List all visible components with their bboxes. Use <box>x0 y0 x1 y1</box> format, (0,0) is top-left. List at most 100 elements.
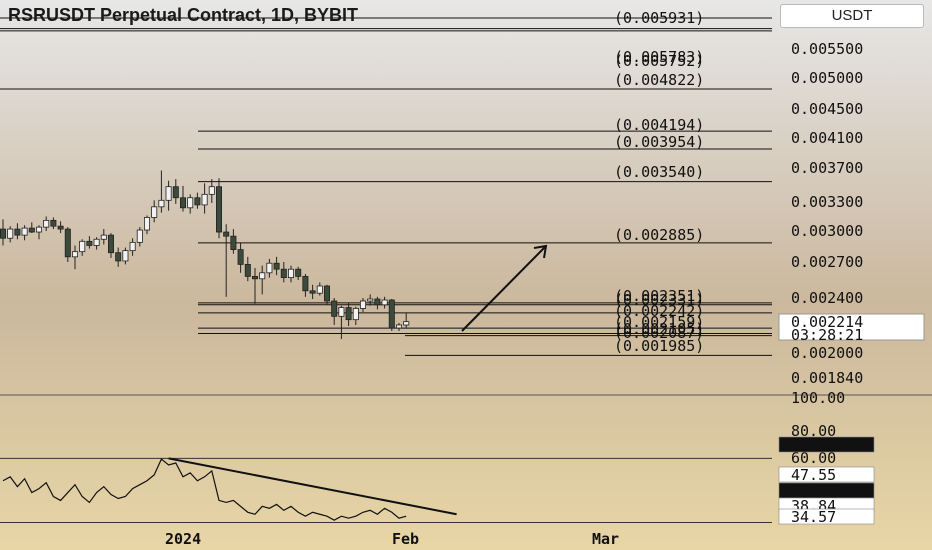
candle-body <box>338 307 345 317</box>
candle <box>345 303 352 326</box>
candle-body <box>28 227 35 233</box>
price-tick-label: 0.003700 <box>791 159 863 177</box>
level-label: (0.005931) <box>614 9 704 27</box>
price-axis: 0.005500 0.005000 0.004500 0.004100 0.003700… <box>165 40 925 548</box>
candle-body <box>158 199 165 208</box>
price-tick-label: 0.002000 <box>791 344 863 362</box>
candle <box>86 236 93 249</box>
candle <box>57 221 64 234</box>
candle <box>100 229 107 245</box>
candle <box>208 179 215 203</box>
candle <box>331 298 338 325</box>
candle-body <box>0 228 6 239</box>
price-tick-label: 0.001840 <box>791 369 863 387</box>
candle-body <box>388 299 395 329</box>
candle <box>302 274 309 297</box>
candle <box>403 313 410 328</box>
candle <box>287 265 294 283</box>
level-label: (0.002105) <box>614 320 704 338</box>
price-tick-label: 0.005500 <box>791 40 863 58</box>
candle <box>374 296 381 310</box>
candle <box>108 233 115 258</box>
candle-body <box>302 275 309 292</box>
candle-body <box>273 262 280 270</box>
candle-body <box>64 228 71 258</box>
candle-body <box>352 308 359 321</box>
candle-body <box>187 197 194 209</box>
candle-body <box>230 235 237 251</box>
candle <box>79 239 86 256</box>
candle <box>367 294 374 306</box>
osc-value-tag: 69.37 <box>778 436 875 454</box>
osc-value-tag: 34.57 <box>778 508 875 526</box>
candle-body <box>331 300 338 317</box>
last-price-label: 0.002214 <box>791 313 863 331</box>
candle <box>266 258 273 278</box>
candle-body <box>165 186 172 201</box>
level-label: (0.001985) <box>614 337 704 355</box>
candle <box>244 256 251 282</box>
candle-body <box>115 252 122 262</box>
candle <box>352 306 359 325</box>
price-tick-label: 0.003000 <box>791 222 863 240</box>
candle <box>0 219 6 246</box>
candle-body <box>395 324 402 329</box>
candle <box>28 222 35 234</box>
osc-tag-label: 34.57 <box>791 508 836 526</box>
osc-value-tag: 47.55 <box>778 466 875 484</box>
candle-body <box>403 321 410 326</box>
countdown-label: 03:28:21 <box>791 326 863 344</box>
candle-body <box>151 206 158 218</box>
candle <box>122 247 129 265</box>
candle <box>395 323 402 331</box>
candle <box>359 298 366 313</box>
price-tick-label: 0.005000 <box>791 69 863 87</box>
level-label: (0.002351) <box>614 287 704 305</box>
osc-tick-label: 80.00 <box>791 422 836 440</box>
candle-body <box>374 298 381 306</box>
candle <box>179 185 186 212</box>
candle-body <box>194 197 201 206</box>
price-tick-label: 0.002700 <box>791 253 863 271</box>
candle-body <box>244 263 251 277</box>
candle-body <box>201 193 208 206</box>
candle-body <box>223 231 230 237</box>
candle-body <box>381 299 388 306</box>
candle <box>50 217 57 230</box>
candle-body <box>7 228 14 239</box>
osc-tag-label: 69.37 <box>791 436 836 454</box>
level-label: (0.003954) <box>614 133 704 151</box>
candle <box>64 227 71 262</box>
osc-value-tag: 39.30 <box>778 482 875 500</box>
time-tick-label: Mar <box>592 530 619 548</box>
candle-body <box>345 307 352 321</box>
candle-body <box>316 285 323 294</box>
candle <box>316 282 323 296</box>
level-label: (0.002087) <box>614 324 704 342</box>
candle-body <box>259 272 266 280</box>
candle-body <box>280 268 287 279</box>
last-price-box <box>778 313 925 341</box>
level-label: (0.003540) <box>614 163 704 181</box>
level-label: (0.002885) <box>614 226 704 244</box>
candle-body <box>287 268 294 279</box>
candle-body <box>251 275 258 280</box>
candle-body <box>43 219 50 228</box>
horizontal-levels: (0.005931) (0.005783)(0.005752)(0.004822)… <box>0 9 772 356</box>
candle <box>36 225 43 240</box>
candle <box>14 223 21 240</box>
candle <box>129 238 136 256</box>
candle-body <box>36 226 43 233</box>
candle-body <box>129 241 136 252</box>
osc-tick-label: 100.00 <box>791 389 845 407</box>
osc-trendline <box>168 457 457 516</box>
candle <box>273 256 280 276</box>
candle-body <box>323 285 330 302</box>
osc-tag-box <box>778 508 875 525</box>
price-tick-label: 0.004100 <box>791 129 863 147</box>
candle-body <box>215 186 222 233</box>
currency-button[interactable]: USDT <box>780 4 924 28</box>
candle-body <box>21 227 28 236</box>
